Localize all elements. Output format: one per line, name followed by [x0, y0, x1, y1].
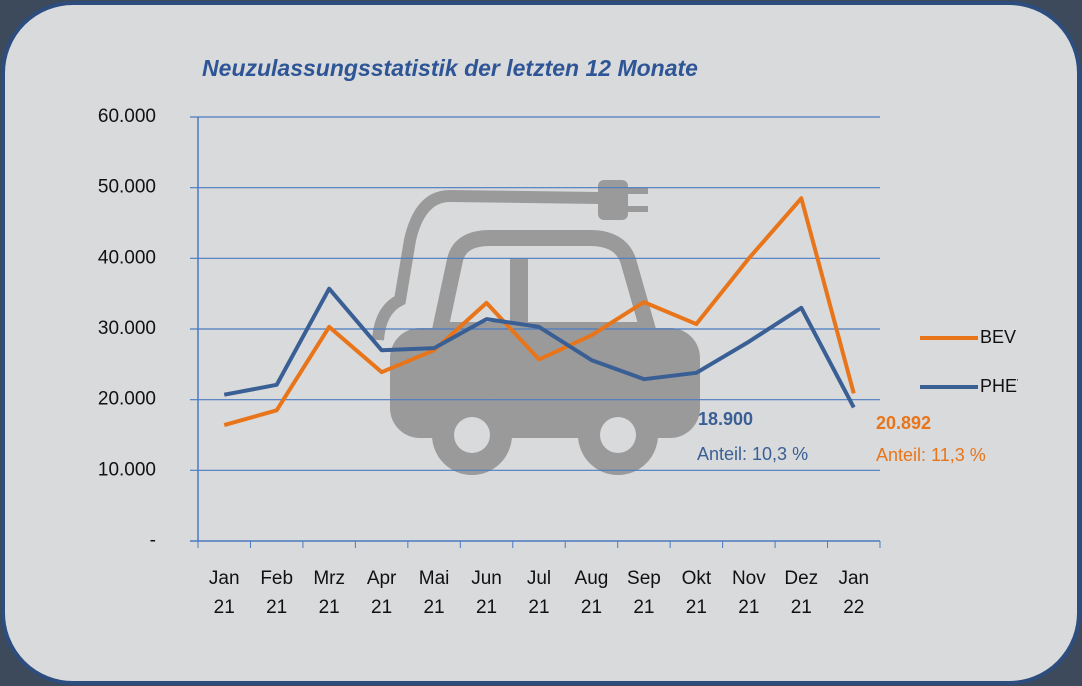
x-tick-label: Apr 21 — [366, 568, 397, 618]
x-tick-label: Dez 21 — [784, 568, 819, 618]
y-tick-label: 50.000 — [98, 177, 156, 198]
x-tick-label: Aug 21 — [574, 568, 609, 618]
y-tick-label: 30.000 — [98, 318, 156, 339]
x-tick-label: Jul 21 — [526, 568, 552, 618]
annotation: Anteil: 10,3 % — [697, 444, 808, 464]
x-tick-label: Jan 22 — [838, 568, 870, 618]
x-tick-label: Jun 21 — [471, 568, 502, 618]
x-tick-label: Feb 21 — [260, 568, 294, 618]
x-tick-label: Nov 21 — [731, 568, 766, 618]
y-tick-label: 60.000 — [98, 106, 156, 127]
x-tick-label: Mrz 21 — [313, 568, 345, 618]
y-tick-label: - — [150, 530, 156, 551]
annotation: Anteil: 11,3 % — [876, 445, 986, 465]
annotation: 18.900 — [698, 409, 753, 429]
y-tick-label: 40.000 — [98, 247, 156, 268]
car-icon — [372, 180, 700, 475]
x-tick-label: Jan 21 — [208, 568, 240, 618]
y-tick-label: 20.000 — [98, 389, 156, 410]
annotation: 20.892 — [876, 413, 931, 433]
x-tick-label: Okt 21 — [681, 568, 712, 618]
legend-label: PHEV — [980, 376, 1029, 396]
legend-label: BEV — [980, 327, 1016, 347]
x-tick-label: Mai 21 — [418, 568, 450, 618]
chart-title: Neuzulassungsstatistik der letzten 12 Mo… — [202, 55, 698, 81]
x-tick-label: Sep 21 — [627, 568, 661, 618]
legend: BEV PHEV — [920, 327, 1029, 396]
series-line — [223, 196, 856, 428]
y-tick-label: 10.000 — [98, 459, 156, 480]
series-line — [223, 286, 856, 409]
